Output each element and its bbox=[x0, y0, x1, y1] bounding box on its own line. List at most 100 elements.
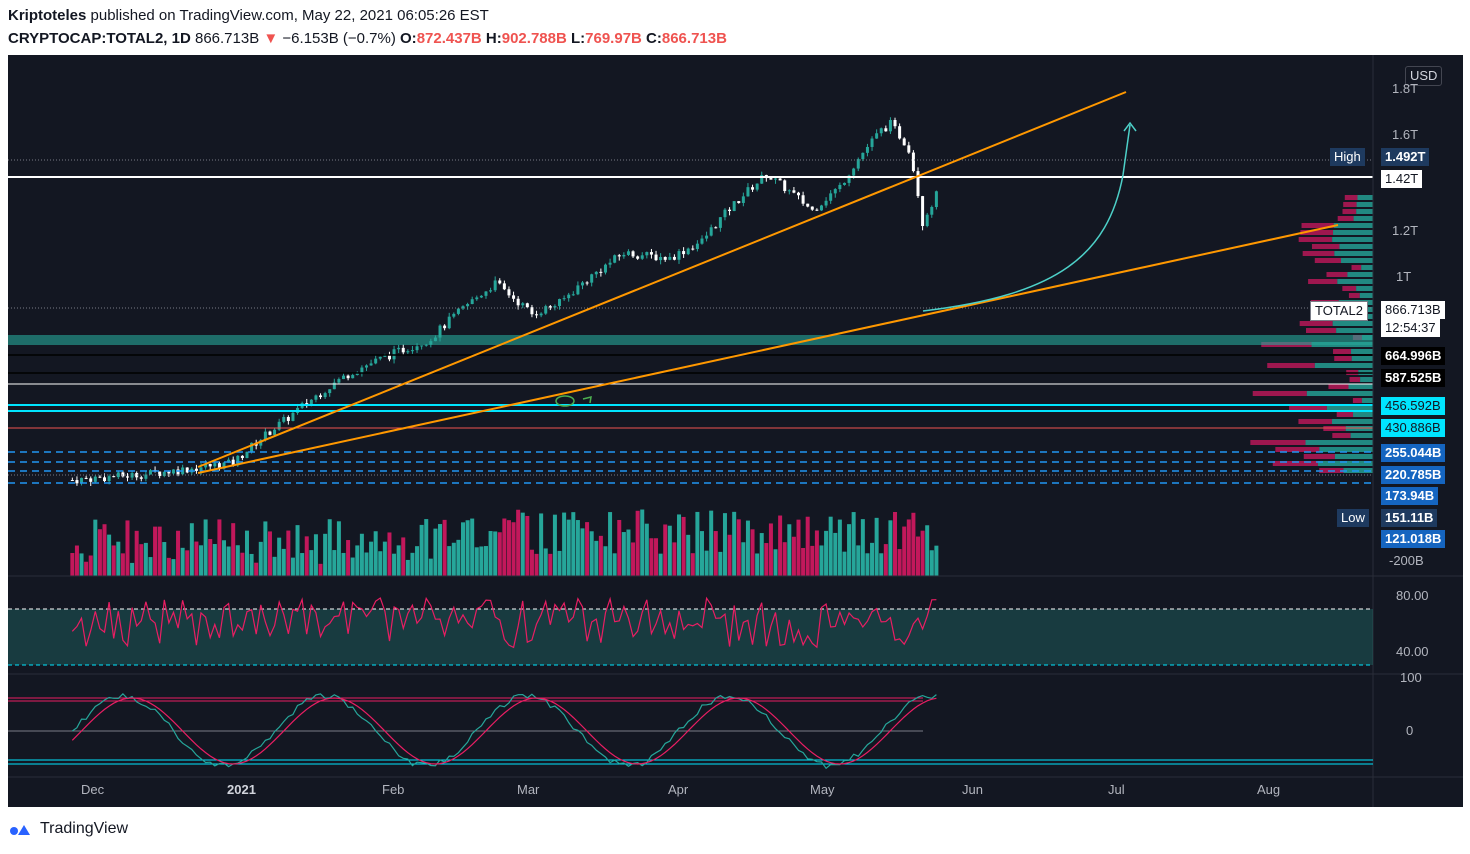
volume-bar bbox=[461, 522, 465, 576]
high-value: 902.788B bbox=[501, 30, 567, 47]
candle-body bbox=[631, 251, 635, 257]
candle-body bbox=[599, 271, 603, 273]
volume-bar bbox=[667, 525, 672, 576]
volume-bar bbox=[916, 536, 920, 576]
volume-bar bbox=[483, 546, 488, 576]
candle-body bbox=[93, 476, 97, 482]
volume-bar bbox=[231, 523, 236, 576]
volume-bar bbox=[755, 553, 760, 576]
volume-bar bbox=[419, 524, 424, 576]
price-tick-1-2t: 1.2T bbox=[1392, 223, 1419, 238]
candle-body bbox=[397, 347, 401, 350]
candle-body bbox=[838, 184, 842, 190]
candle-body bbox=[250, 442, 254, 452]
volume-bar bbox=[336, 521, 341, 576]
candle-body bbox=[314, 395, 318, 400]
volume-bar bbox=[157, 526, 162, 576]
volume-bar bbox=[906, 519, 911, 576]
candle-body bbox=[649, 252, 653, 255]
volume-bar bbox=[791, 536, 796, 576]
volume-profile-bar bbox=[1289, 405, 1327, 410]
volume-profile-bar bbox=[1343, 202, 1357, 207]
candle-body bbox=[364, 365, 368, 368]
volume-profile-bar bbox=[1303, 454, 1335, 459]
candle-body bbox=[378, 356, 382, 359]
volume-profile-bar bbox=[1300, 230, 1334, 235]
volume-profile-bar bbox=[1334, 356, 1352, 361]
volume-profile-bar bbox=[1306, 391, 1373, 396]
volume-bar bbox=[433, 528, 438, 576]
candle-body bbox=[98, 476, 102, 478]
candle-body bbox=[466, 304, 470, 307]
volume-bar bbox=[203, 519, 208, 576]
volume-bar bbox=[603, 546, 608, 576]
candle-body bbox=[870, 138, 874, 147]
candle-body bbox=[263, 431, 267, 440]
volume-bar bbox=[704, 550, 709, 576]
volume-profile-bar bbox=[1334, 251, 1373, 256]
candle-body bbox=[475, 297, 479, 300]
candle-body bbox=[677, 251, 681, 260]
currency-label[interactable]: USD bbox=[1405, 66, 1443, 86]
volume-bar bbox=[323, 533, 328, 576]
support-zone bbox=[8, 335, 1373, 345]
candle-body bbox=[502, 283, 506, 290]
candle-body bbox=[521, 303, 525, 306]
candle-body bbox=[861, 152, 865, 160]
volume-profile-bar bbox=[1350, 433, 1373, 438]
tradingview-logo-icon bbox=[10, 825, 30, 835]
volume-bar bbox=[226, 546, 231, 576]
candle-body bbox=[865, 146, 869, 153]
candle-body bbox=[787, 190, 791, 192]
time-label-jun: Jun bbox=[962, 782, 983, 797]
candle-body bbox=[654, 254, 658, 261]
volume-bar bbox=[277, 537, 282, 576]
candle-body bbox=[277, 421, 281, 430]
candle-body bbox=[259, 439, 263, 446]
candle-body bbox=[571, 294, 575, 296]
author-name[interactable]: Kriptoteles bbox=[8, 7, 87, 24]
volume-bar bbox=[355, 545, 360, 576]
candle-body bbox=[309, 399, 313, 405]
volume-bar bbox=[456, 539, 461, 576]
volume-bar bbox=[902, 526, 907, 576]
volume-bar bbox=[764, 543, 769, 576]
volume-profile-bar bbox=[1305, 328, 1337, 333]
candle-body bbox=[622, 254, 626, 257]
wedge-upper-line bbox=[197, 91, 1127, 468]
rsi-line bbox=[71, 596, 937, 649]
volume-bar bbox=[736, 519, 741, 576]
candle-body bbox=[760, 175, 764, 184]
volume-bar bbox=[773, 549, 778, 576]
volume-bar bbox=[713, 531, 718, 576]
candle-body bbox=[484, 291, 488, 296]
volume-bar bbox=[148, 557, 153, 576]
volume-bar bbox=[506, 520, 511, 576]
stoch-tick-100: 100 bbox=[1400, 670, 1422, 685]
candle-body bbox=[121, 472, 125, 477]
chart-svg bbox=[8, 55, 1463, 807]
volume-bar bbox=[893, 511, 898, 576]
chart-area[interactable]: USD 1.8T 1.6T 1.2T 1T High 1.492T 1.42T … bbox=[8, 55, 1463, 807]
volume-bar bbox=[525, 515, 530, 576]
candle-body bbox=[700, 238, 704, 244]
symbol-name[interactable]: CRYPTOCAP:TOTAL2, 1D bbox=[8, 30, 191, 47]
candle-body bbox=[801, 195, 805, 204]
volume-profile-layer bbox=[1250, 195, 1373, 473]
volume-bar bbox=[364, 552, 369, 576]
volume-profile-bar bbox=[1357, 195, 1373, 200]
volume-profile-bar bbox=[1319, 447, 1373, 452]
footer-brand[interactable]: TradingView bbox=[8, 820, 128, 838]
candle-body bbox=[512, 295, 516, 299]
candle-body bbox=[222, 462, 226, 469]
candle-body bbox=[617, 255, 621, 257]
candle-body bbox=[227, 459, 231, 463]
time-label-mar: Mar bbox=[517, 782, 540, 797]
volume-profile-bar bbox=[1331, 419, 1373, 424]
candle-body bbox=[176, 469, 180, 475]
volume-bar bbox=[208, 539, 213, 576]
volume-bar bbox=[410, 552, 415, 576]
level-665b-tag: 664.996B bbox=[1381, 347, 1446, 365]
volume-profile-bar bbox=[1337, 216, 1354, 221]
volume-bar bbox=[194, 541, 199, 576]
